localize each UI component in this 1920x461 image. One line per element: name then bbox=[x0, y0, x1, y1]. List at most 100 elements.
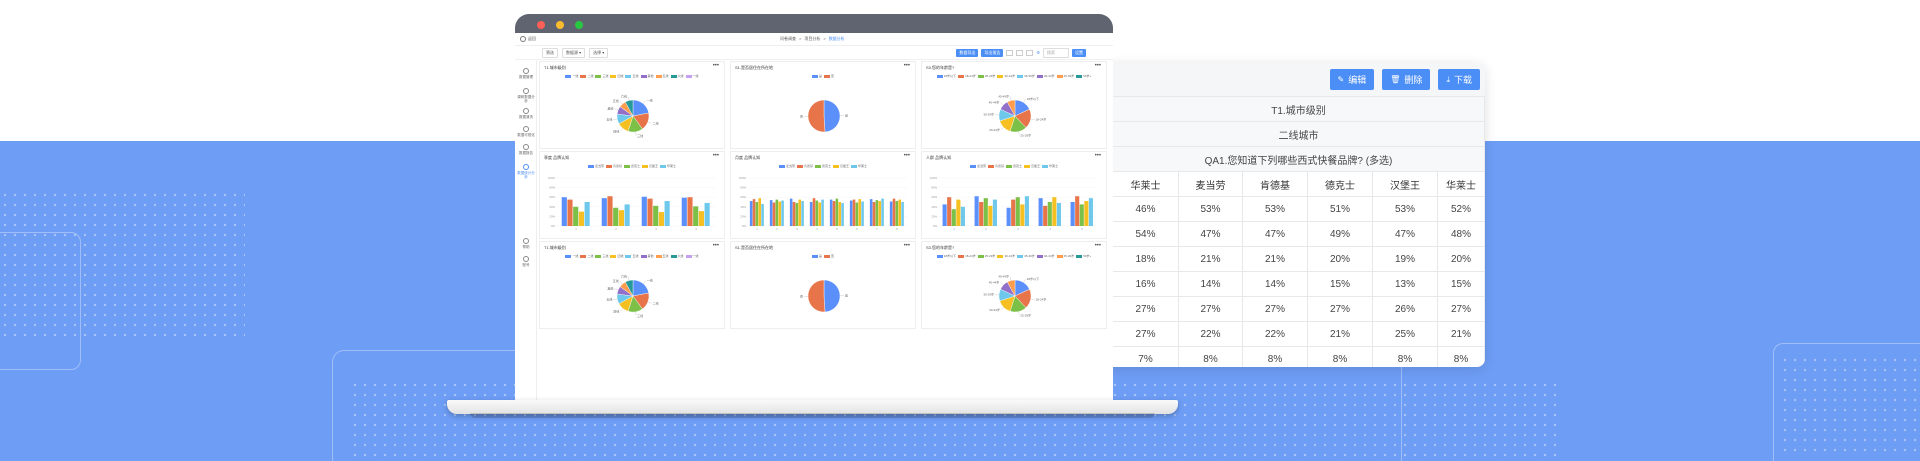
bar[interactable] bbox=[898, 199, 901, 226]
bar[interactable] bbox=[1038, 198, 1043, 226]
search-input[interactable]: 搜索 bbox=[1043, 47, 1069, 58]
bar[interactable] bbox=[818, 202, 821, 226]
pie-slice[interactable] bbox=[823, 279, 841, 313]
bar[interactable] bbox=[578, 211, 584, 226]
bar[interactable] bbox=[858, 199, 861, 226]
pie-slice[interactable] bbox=[823, 99, 841, 133]
bar[interactable] bbox=[761, 203, 764, 226]
bar[interactable] bbox=[869, 199, 873, 226]
bar[interactable] bbox=[755, 202, 759, 226]
chart-panel[interactable]: 季度 品牌认知 ••• 麦当劳 肯德基 德克士 汉堡王 华莱士 0% 20% 40% 60% 80% 1… bbox=[539, 151, 725, 239]
bar[interactable] bbox=[1043, 205, 1048, 226]
bar[interactable] bbox=[960, 206, 965, 226]
bar[interactable] bbox=[647, 198, 653, 226]
bar[interactable] bbox=[1047, 202, 1052, 226]
grid-icon[interactable] bbox=[1016, 49, 1024, 56]
bar[interactable] bbox=[769, 200, 773, 226]
bar[interactable] bbox=[1015, 197, 1020, 226]
list-icon[interactable] bbox=[1026, 49, 1034, 56]
bar[interactable] bbox=[861, 201, 864, 226]
more-icon[interactable]: ••• bbox=[903, 243, 910, 249]
chart-panel[interactable]: S1.是否居住在所在地 ••• 是否是否 bbox=[730, 61, 916, 149]
bar[interactable] bbox=[749, 201, 753, 226]
more-icon[interactable]: ••• bbox=[903, 63, 910, 69]
bar[interactable] bbox=[809, 202, 813, 226]
bar[interactable] bbox=[1084, 201, 1089, 226]
bar[interactable] bbox=[852, 199, 856, 226]
bar[interactable] bbox=[752, 199, 756, 226]
more-icon[interactable]: ••• bbox=[1094, 153, 1101, 159]
bar[interactable] bbox=[1075, 196, 1080, 226]
bar[interactable] bbox=[792, 202, 796, 226]
more-icon[interactable]: ••• bbox=[1094, 63, 1101, 69]
bar[interactable] bbox=[901, 202, 904, 226]
more-icon[interactable]: ••• bbox=[1094, 243, 1101, 249]
bar[interactable] bbox=[832, 201, 836, 226]
bar[interactable] bbox=[872, 202, 876, 226]
bar[interactable] bbox=[881, 198, 884, 226]
bar[interactable] bbox=[892, 198, 896, 226]
bar[interactable] bbox=[979, 202, 984, 226]
bar[interactable] bbox=[889, 201, 893, 226]
bar[interactable] bbox=[624, 204, 630, 226]
more-icon[interactable]: ••• bbox=[712, 63, 719, 69]
bar[interactable] bbox=[561, 197, 567, 226]
sidebar-item[interactable]: 数据管理 bbox=[517, 68, 535, 79]
bar[interactable] bbox=[841, 202, 844, 226]
bar[interactable] bbox=[1011, 199, 1016, 226]
bar[interactable] bbox=[951, 209, 956, 226]
bar[interactable] bbox=[838, 202, 841, 226]
bar[interactable] bbox=[664, 201, 670, 226]
bar[interactable] bbox=[775, 199, 779, 226]
option-select[interactable]: 选择 ▾ bbox=[589, 47, 609, 58]
sidebar-item[interactable]: 数据报告 bbox=[517, 144, 535, 155]
bar[interactable] bbox=[789, 198, 793, 226]
bar[interactable] bbox=[798, 199, 801, 226]
sidebar-item[interactable]: 数据统计分析 bbox=[517, 164, 535, 179]
bar[interactable] bbox=[681, 197, 687, 226]
more-icon[interactable]: ••• bbox=[903, 153, 910, 159]
bar[interactable] bbox=[1020, 204, 1025, 226]
bar[interactable] bbox=[878, 201, 881, 226]
bar[interactable] bbox=[687, 197, 693, 226]
bar[interactable] bbox=[829, 199, 833, 226]
bar[interactable] bbox=[956, 199, 961, 226]
bar[interactable] bbox=[849, 200, 853, 226]
chart-panel[interactable]: T1.城市级别 ••• 一线 二线 三线 四线 五线 其他 五线 六线 一线 一线 二线 三线 四线 五线 其他… bbox=[539, 61, 725, 149]
bar[interactable] bbox=[1052, 197, 1057, 226]
bar[interactable] bbox=[1070, 202, 1075, 226]
bar[interactable] bbox=[704, 202, 710, 226]
delete-button[interactable]: 🗑 删除 bbox=[1382, 69, 1431, 90]
more-icon[interactable]: ••• bbox=[712, 243, 719, 249]
sidebar-item[interactable]: 数据可视化 bbox=[517, 126, 535, 137]
chart-panel[interactable]: S1.是否居住在所在地 ••• 是否是否 bbox=[730, 241, 916, 329]
bar[interactable] bbox=[607, 196, 613, 226]
bar[interactable] bbox=[1006, 207, 1011, 226]
bar[interactable] bbox=[584, 202, 590, 226]
sidebar-item[interactable]: 账号 bbox=[517, 256, 535, 267]
pie-slice[interactable] bbox=[807, 279, 826, 313]
sidebar-item[interactable]: 调研数据分析 bbox=[517, 88, 535, 103]
chart-panel[interactable]: S3.您的年龄是? ••• 18岁以下 18-24岁 25-29岁 30-34岁 35-39… bbox=[921, 61, 1107, 149]
chart-panel[interactable]: S3.您的年龄是? ••• 18岁以下 18-24岁 25-29岁 30-34岁 35-39… bbox=[921, 241, 1107, 329]
bar[interactable] bbox=[1024, 196, 1029, 226]
bar[interactable] bbox=[795, 202, 799, 226]
bar[interactable] bbox=[573, 206, 579, 226]
bar[interactable] bbox=[778, 201, 781, 226]
pie-slice[interactable] bbox=[807, 99, 826, 133]
bar[interactable] bbox=[835, 198, 839, 226]
bar[interactable] bbox=[658, 212, 664, 226]
bar[interactable] bbox=[613, 207, 619, 226]
export-data-button[interactable]: 数据导出 bbox=[956, 48, 979, 57]
sidebar-item[interactable]: 数据清洗 bbox=[517, 108, 535, 119]
bar[interactable] bbox=[781, 200, 784, 226]
bar[interactable] bbox=[758, 198, 761, 226]
bar[interactable] bbox=[641, 196, 647, 226]
bar[interactable] bbox=[855, 202, 859, 226]
bar[interactable] bbox=[601, 198, 607, 226]
more-icon[interactable]: ••• bbox=[712, 153, 719, 159]
edit-button[interactable]: ✎ 编辑 bbox=[1329, 69, 1375, 90]
bar[interactable] bbox=[942, 204, 947, 226]
bar[interactable] bbox=[801, 201, 804, 226]
bar[interactable] bbox=[815, 200, 819, 226]
